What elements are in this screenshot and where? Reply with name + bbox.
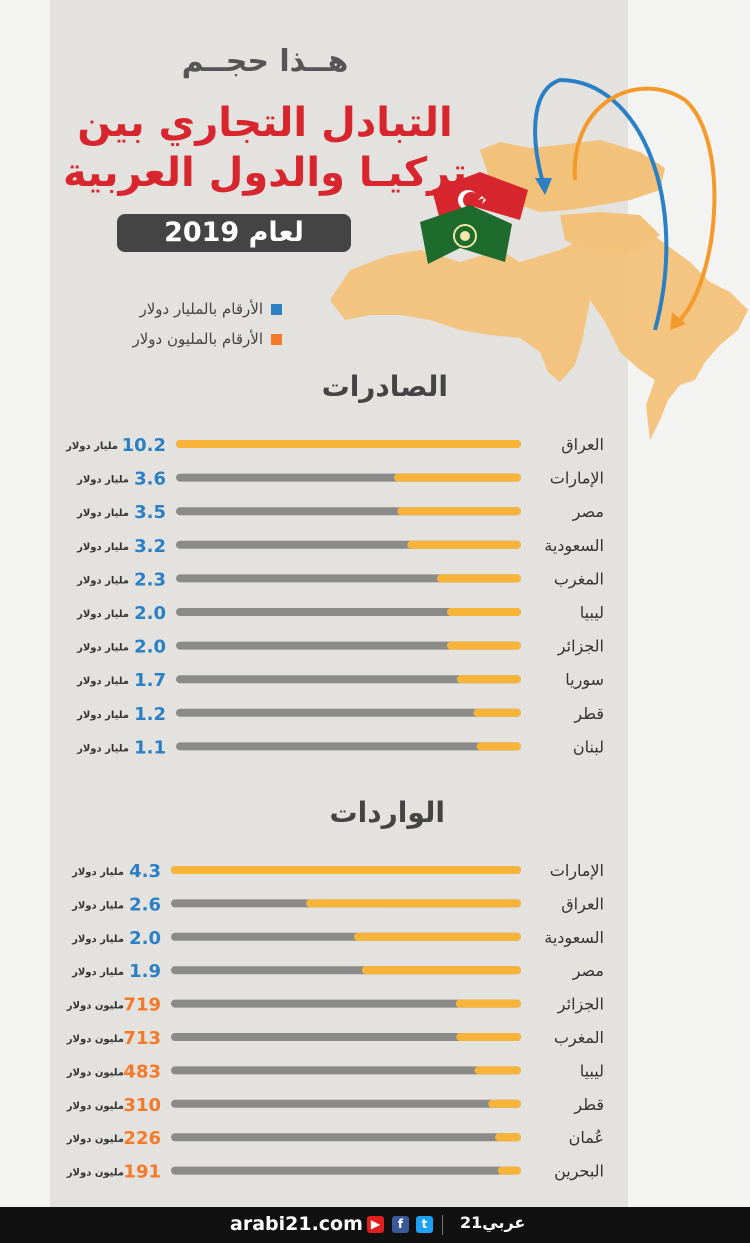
legend-million: الأرقام بالمليون دولار <box>132 330 282 348</box>
title-year: لعام 2019 <box>117 214 351 252</box>
value-label: 719 <box>123 995 161 1016</box>
footer-logo: عربي21 <box>460 1213 526 1232</box>
footer-site[interactable]: arabi21.com <box>230 1213 363 1235</box>
unit-label: مليون دولار <box>66 1034 124 1045</box>
map-levant <box>560 212 660 255</box>
value-label: 3.5 <box>134 502 166 523</box>
title-line-2: تركيـا والدول العربية <box>62 150 468 196</box>
orange-arrow <box>572 86 717 324</box>
value-label: 1.9 <box>129 961 161 982</box>
category-label: ليبيا <box>580 1061 604 1080</box>
unit-label: مليار دولار <box>71 900 124 911</box>
title-line-1: التبادل التجاري بين <box>77 100 453 146</box>
value-label: 3.6 <box>134 469 166 490</box>
unit-label: مليار دولار <box>76 542 129 553</box>
unit-label: مليون دولار <box>66 1067 124 1078</box>
category-label: العراق <box>561 894 604 914</box>
unit-label: مليار دولار <box>76 508 129 519</box>
unit-label: مليار دولار <box>76 710 129 721</box>
turkey-flag-icon <box>432 172 528 220</box>
value-label: 2.6 <box>129 894 161 915</box>
category-label: المغرب <box>554 1028 604 1048</box>
value-label: 1.2 <box>134 704 166 725</box>
value-label: 1.7 <box>134 670 166 691</box>
value-label: 10.2 <box>122 435 166 456</box>
arab-world-map <box>330 77 748 440</box>
exports-title: الصادرات <box>321 370 448 403</box>
unit-label: مليار دولار <box>71 867 124 878</box>
category-label: سوريا <box>565 670 604 690</box>
unit-label: مليار دولار <box>71 934 124 945</box>
category-label: قطر <box>573 704 604 724</box>
value-label: 4.3 <box>129 861 161 882</box>
legend-swatch-blue <box>271 303 282 315</box>
unit-label: مليار دولار <box>76 643 129 654</box>
category-label: قطر <box>573 1095 604 1115</box>
unit-label: مليار دولار <box>76 609 129 620</box>
legend-billion-label: الأرقام بالمليار دولار <box>139 300 263 318</box>
blue-arrowhead <box>535 178 552 195</box>
unit-label: مليار دولار <box>76 743 129 754</box>
legend-million-label: الأرقام بالمليون دولار <box>132 330 264 348</box>
category-label: ليبيا <box>580 603 604 622</box>
category-label: مصر <box>572 502 604 522</box>
category-label: الجزائر <box>557 995 604 1015</box>
category-label: العراق <box>561 435 604 455</box>
unit-label: مليار دولار <box>76 676 129 687</box>
title-kicker: هــذا حجــم <box>181 44 349 79</box>
twitter-icon[interactable]: t <box>416 1216 433 1233</box>
value-label: 2.3 <box>134 569 166 590</box>
arab-league-flag-icon <box>420 205 512 264</box>
value-label: 2.0 <box>129 928 161 949</box>
category-label: عُمان <box>569 1128 604 1147</box>
legend-billion: الأرقام بالمليار دولار <box>139 300 282 318</box>
facebook-icon[interactable]: f <box>392 1216 409 1233</box>
value-label: 2.0 <box>134 637 166 658</box>
footer-bar: arabi21.com ▶ f t عربي21 <box>0 1207 750 1243</box>
youtube-icon[interactable]: ▶ <box>367 1216 384 1233</box>
category-label: السعودية <box>544 536 604 556</box>
footer-divider <box>442 1215 443 1235</box>
category-label: الإمارات <box>550 469 604 489</box>
category-label: البحرين <box>554 1162 604 1182</box>
legend-swatch-orange <box>271 333 282 345</box>
unit-label: مليون دولار <box>66 1134 124 1145</box>
unit-label: مليار دولار <box>76 575 129 586</box>
unit-label: مليون دولار <box>66 1101 124 1112</box>
category-label: الإمارات <box>550 861 604 881</box>
category-label: السعودية <box>544 928 604 948</box>
category-label: المغرب <box>554 569 604 589</box>
imports-title: الواردات <box>329 796 446 829</box>
category-label: مصر <box>572 961 604 981</box>
value-label: 3.2 <box>134 536 166 557</box>
value-label: 483 <box>123 1061 161 1082</box>
unit-label: مليون دولار <box>66 1001 124 1012</box>
value-label: 1.1 <box>134 737 166 758</box>
category-label: لبنان <box>573 737 604 756</box>
value-label: 713 <box>123 1028 161 1049</box>
unit-label: مليار دولار <box>76 475 129 486</box>
unit-label: مليار دولار <box>65 441 118 452</box>
value-label: 310 <box>123 1095 161 1116</box>
value-label: 226 <box>123 1128 161 1149</box>
blue-arrow <box>533 77 669 331</box>
unit-label: مليون دولار <box>66 1168 124 1179</box>
unit-label: مليار دولار <box>71 967 124 978</box>
category-label: الجزائر <box>557 637 604 657</box>
orange-arrowhead <box>670 312 686 330</box>
value-label: 191 <box>123 1162 161 1183</box>
map-shape <box>330 225 748 440</box>
value-label: 2.0 <box>134 603 166 624</box>
